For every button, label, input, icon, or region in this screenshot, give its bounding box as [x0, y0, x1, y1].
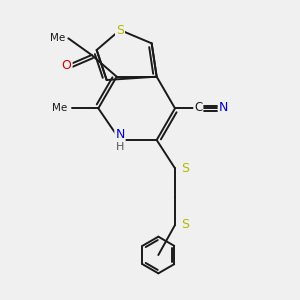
- Text: S: S: [116, 23, 124, 37]
- Text: Me: Me: [52, 103, 68, 113]
- Text: S: S: [181, 162, 189, 175]
- Text: C: C: [194, 101, 202, 114]
- Text: O: O: [62, 58, 72, 71]
- Text: Me: Me: [50, 33, 65, 43]
- Text: H: H: [116, 142, 124, 152]
- Text: N: N: [219, 101, 228, 114]
- Text: N: N: [115, 128, 125, 142]
- Text: S: S: [181, 218, 189, 232]
